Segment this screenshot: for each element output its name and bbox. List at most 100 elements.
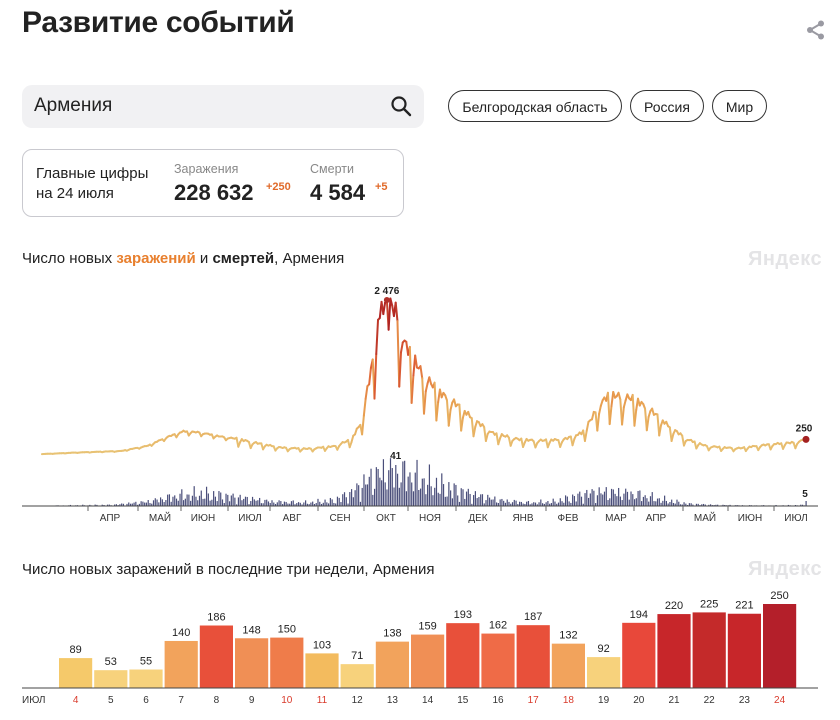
death-bar: [159, 497, 162, 506]
death-bar: [221, 499, 224, 506]
death-bar: [545, 502, 547, 506]
death-bar: [639, 490, 641, 506]
death-bar: [121, 503, 123, 506]
infections-line-segment: [497, 437, 502, 446]
death-bar: [237, 497, 240, 506]
bar: [516, 625, 550, 688]
chip-belgorod[interactable]: Белгородская область: [448, 90, 622, 122]
death-bar: [522, 503, 524, 506]
search-input[interactable]: Армения: [34, 95, 113, 116]
death-bar: [359, 501, 362, 506]
death-bar: [283, 501, 285, 506]
death-bar: [536, 504, 538, 506]
death-bar: [391, 468, 393, 506]
death-bar: [519, 501, 521, 506]
bar-value-label: 55: [140, 656, 152, 668]
death-bar: [282, 504, 284, 506]
infections-line-segment: [585, 420, 590, 432]
death-bar: [510, 503, 512, 506]
chip-world[interactable]: Мир: [712, 90, 767, 122]
death-bar: [216, 501, 218, 506]
death-bar: [646, 498, 648, 506]
day-label: 15: [457, 695, 469, 706]
death-bar: [198, 495, 201, 506]
death-bar: [800, 504, 802, 506]
month-label: ИЮЛ: [784, 513, 807, 524]
death-bar: [494, 496, 496, 506]
region-search[interactable]: Армения: [22, 85, 424, 128]
death-bar: [648, 501, 650, 506]
death-bar: [207, 493, 209, 506]
death-bar: [488, 497, 491, 506]
death-bar: [138, 503, 140, 506]
infections-line-segment: [472, 425, 477, 438]
infections-line-segment: [633, 408, 638, 427]
death-bar: [184, 498, 186, 506]
month-label: АПР: [100, 513, 121, 524]
death-bar: [227, 494, 229, 506]
death-bar: [179, 493, 181, 506]
death-bar: [211, 499, 213, 506]
share-icon[interactable]: [804, 18, 828, 42]
death-bar: [128, 502, 130, 506]
death-bar: [239, 494, 241, 506]
day-label: 13: [387, 695, 399, 706]
death-bar: [248, 504, 250, 506]
death-bar: [409, 472, 411, 506]
three-weeks-bar-chart: 8945355561407186814891501010311711213813…: [22, 590, 818, 706]
death-bar: [94, 504, 96, 506]
death-bar: [430, 486, 432, 506]
death-bar: [435, 477, 438, 506]
chart2-title: Число новых заражений в последние три не…: [22, 561, 435, 578]
death-bar: [649, 496, 652, 506]
chip-russia[interactable]: Россия: [630, 90, 704, 122]
death-bar: [610, 488, 613, 506]
peak-deaths-label: 41: [390, 451, 402, 462]
death-bar: [473, 495, 475, 506]
day-label: 10: [281, 695, 293, 706]
death-bar: [651, 492, 653, 506]
infections-line-segment: [435, 401, 440, 422]
death-bar: [384, 482, 386, 506]
death-bar: [543, 503, 545, 506]
infections-line-segment: [449, 401, 454, 411]
death-bar: [499, 499, 501, 506]
bar: [446, 623, 480, 688]
month-label: ИЮЛ: [22, 695, 45, 706]
death-bar: [460, 488, 462, 506]
bar: [199, 625, 233, 688]
death-bar: [396, 473, 399, 506]
death-bar: [255, 500, 257, 506]
death-bar: [667, 503, 669, 506]
death-bar: [524, 503, 526, 506]
infections-line-segment: [622, 399, 627, 409]
death-bar: [552, 498, 554, 506]
death-bar: [618, 487, 620, 506]
death-bar: [577, 493, 579, 506]
death-bar: [202, 498, 204, 506]
infections-line-segment: [387, 297, 392, 331]
death-bar: [450, 490, 452, 506]
search-icon[interactable]: [390, 95, 412, 117]
death-bar: [106, 504, 109, 506]
death-bar: [683, 502, 685, 506]
death-bar: [289, 503, 291, 506]
infections-line-segment: [394, 301, 399, 323]
death-bar: [557, 502, 560, 506]
death-bar: [600, 493, 602, 506]
death-bar: [801, 504, 804, 506]
death-bar: [573, 496, 576, 506]
death-bar: [596, 495, 599, 506]
death-bar: [230, 495, 232, 506]
infections-line-segment: [414, 354, 418, 369]
death-bar: [243, 498, 245, 506]
infections-line-segment: [410, 374, 415, 404]
bar-value-label: 148: [242, 624, 260, 636]
death-bar: [319, 501, 321, 506]
bar-value-label: 220: [665, 600, 683, 612]
bar: [129, 669, 163, 688]
death-bar: [147, 500, 149, 506]
death-bar: [280, 501, 282, 506]
death-bar: [434, 487, 436, 506]
death-bar: [690, 503, 692, 506]
